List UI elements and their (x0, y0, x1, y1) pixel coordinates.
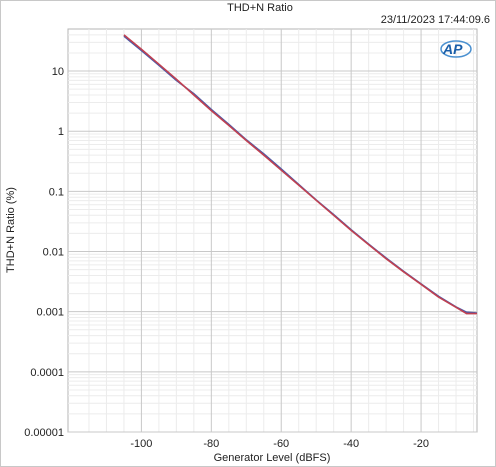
x-tick-label: -40 (343, 438, 359, 450)
ap-logo-text: AP (442, 41, 463, 57)
y-tick-label: 0.00001 (24, 427, 64, 439)
ap-logo-swoosh (440, 40, 472, 58)
grid-minor (68, 29, 477, 432)
y-tick-label: 0.0001 (30, 367, 64, 379)
x-tick-label: -60 (273, 438, 289, 450)
y-tick-label: 10 (52, 66, 64, 78)
x-axis-label: Generator Level (dBFS) (214, 452, 331, 464)
grid-major (68, 29, 477, 433)
series-line-2 (123, 34, 477, 315)
x-tick-label: -20 (413, 438, 429, 450)
y-tick-label: 0.01 (43, 247, 64, 259)
x-tick-labels: -100 -80 -60 -40 -20 (130, 438, 429, 450)
timestamp: 23/11/2023 17:44:09.6 (381, 14, 490, 26)
y-tick-label: 0.1 (49, 186, 64, 198)
y-tick-label: 1 (58, 126, 64, 138)
x-tick-label: -80 (203, 438, 219, 450)
ap-logo: AP (440, 40, 472, 58)
y-tick-labels: 10 1 0.1 0.01 0.001 0.0001 0.00001 (24, 66, 64, 439)
chart-title: THD+N Ratio (227, 2, 293, 14)
series-group (123, 34, 478, 315)
y-axis-label: THD+N Ratio (%) (5, 187, 17, 273)
x-tick-label: -100 (130, 438, 152, 450)
y-tick-label: 0.001 (36, 307, 64, 319)
plot-area (67, 28, 478, 433)
